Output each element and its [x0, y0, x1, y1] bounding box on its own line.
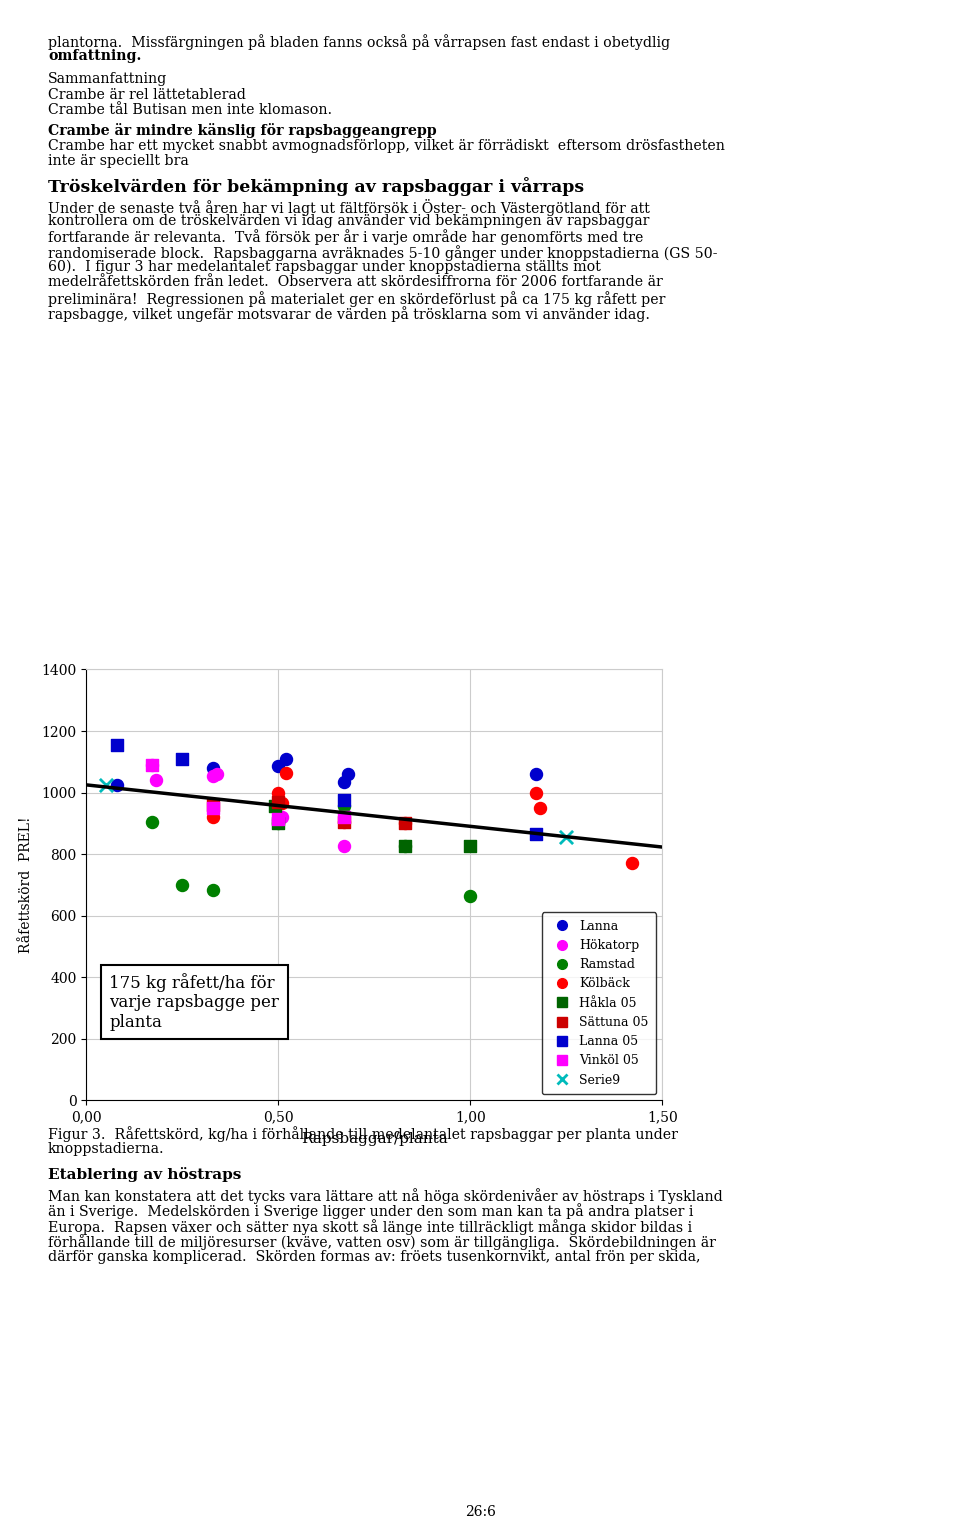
Point: [528, 822, 543, 846]
Point: [397, 811, 413, 836]
Text: Tröskelvärden för bekämpning av rapsbaggar i vårraps: Tröskelvärden för bekämpning av rapsbagg…: [48, 177, 584, 195]
Point: [559, 825, 574, 850]
Point: [271, 754, 286, 779]
Point: [278, 746, 294, 771]
Text: 26:6: 26:6: [465, 1505, 495, 1519]
Text: Under de senaste två åren har vi lagt ut fältförsök i Öster- och Västergötland f: Under de senaste två åren har vi lagt ut…: [48, 199, 650, 215]
Text: Etablering av höstraps: Etablering av höstraps: [48, 1167, 241, 1182]
Point: [340, 762, 355, 786]
Text: därför ganska komplicerad.  Skörden formas av: fröets tusenkornvikt, antal frön : därför ganska komplicerad. Skörden forma…: [48, 1250, 701, 1264]
Point: [624, 851, 639, 876]
Point: [175, 746, 190, 771]
Text: Man kan konstatera att det tycks vara lättare att nå höga skördenivåer av höstra: Man kan konstatera att det tycks vara lä…: [48, 1188, 723, 1203]
Point: [109, 733, 125, 757]
Point: [205, 763, 221, 788]
Point: [532, 796, 547, 820]
Text: medelråfettskörden från ledet.  Observera att skördesiffrorna för 2006 fortfaran: medelråfettskörden från ledet. Observera…: [48, 275, 662, 289]
Text: plantorna.  Missfärgningen på bladen fanns också på vårrapsen fast endast i obet: plantorna. Missfärgningen på bladen fann…: [48, 34, 670, 49]
Y-axis label: Råfettskörd  PREL!: Råfettskörd PREL!: [19, 817, 33, 953]
Point: [528, 780, 543, 805]
Text: Crambe har ett mycket snabbt avmognadsförlopp, vilket är förrädiskt  eftersom dr: Crambe har ett mycket snabbt avmognadsfö…: [48, 139, 725, 152]
Text: Crambe är mindre känslig för rapsbaggeangrepp: Crambe är mindre känslig för rapsbaggean…: [48, 123, 437, 139]
X-axis label: Rapsbaggar/planta: Rapsbaggar/planta: [301, 1133, 447, 1147]
Point: [275, 805, 290, 830]
Point: [144, 753, 159, 777]
Point: [271, 811, 286, 836]
Point: [271, 808, 286, 833]
Point: [205, 805, 221, 830]
Point: [109, 773, 125, 797]
Point: [205, 793, 221, 817]
Point: [144, 753, 159, 777]
Text: än i Sverige.  Medelskörden i Sverige ligger under den som man kan ta på andra p: än i Sverige. Medelskörden i Sverige lig…: [48, 1203, 693, 1219]
Text: randomiserade block.  Rapsbaggarna avräknades 5-10 gånger under knoppstadierna (: randomiserade block. Rapsbaggarna avräkn…: [48, 245, 717, 260]
Text: förhållande till de miljöresurser (kväve, vatten osv) som är tillgängliga.  Skör: förhållande till de miljöresurser (kväve…: [48, 1234, 716, 1250]
Point: [144, 810, 159, 834]
Point: [148, 768, 163, 793]
Point: [271, 790, 286, 814]
Text: fortfarande är relevanta.  Två försök per år i varje område har genomförts med t: fortfarande är relevanta. Två försök per…: [48, 229, 643, 245]
Text: Figur 3.  Råfettskörd, kg/ha i förhållande till medelantalet rapsbaggar per plan: Figur 3. Råfettskörd, kg/ha i förhålland…: [48, 1127, 678, 1142]
Point: [98, 773, 113, 797]
Point: [275, 791, 290, 816]
Text: rapsbagge, vilket ungefär motsvarar de värden på trösklarna som vi använder idag: rapsbagge, vilket ungefär motsvarar de v…: [48, 306, 650, 322]
Point: [463, 883, 478, 908]
Point: [336, 805, 351, 830]
Text: Sammanfattning: Sammanfattning: [48, 72, 167, 86]
Point: [336, 810, 351, 834]
Text: kontrollera om de tröskelvärden vi idag använder vid bekämpningen av rapsbaggar: kontrollera om de tröskelvärden vi idag …: [48, 214, 649, 228]
Point: [336, 788, 351, 813]
Point: [205, 756, 221, 780]
Text: Europa.  Rapsen växer och sätter nya skott så länge inte tillräckligt många skid: Europa. Rapsen växer och sätter nya skot…: [48, 1219, 692, 1234]
Text: 175 kg råfett/ha för
varje rapsbagge per
planta: 175 kg råfett/ha för varje rapsbagge per…: [109, 973, 279, 1031]
Text: omfattning.: omfattning.: [48, 49, 141, 63]
Text: Crambe tål Butisan men inte klomason.: Crambe tål Butisan men inte klomason.: [48, 103, 332, 117]
Point: [175, 873, 190, 897]
Point: [397, 811, 413, 836]
Point: [336, 770, 351, 794]
Point: [278, 760, 294, 785]
Point: [205, 877, 221, 902]
Point: [397, 834, 413, 859]
Point: [205, 796, 221, 820]
Text: knoppstadierna.: knoppstadierna.: [48, 1142, 164, 1156]
Point: [528, 762, 543, 786]
Point: [336, 794, 351, 819]
Point: [267, 794, 282, 819]
Point: [397, 834, 413, 859]
Legend: Lanna, Hökatorp, Ramstad, Kölbäck, Håkla 05, Sättuna 05, Lanna 05, Vinköl 05, Se: Lanna, Hökatorp, Ramstad, Kölbäck, Håkla…: [541, 913, 656, 1094]
Text: 60).  I figur 3 har medelantalet rapsbaggar under knoppstadierna ställts mot: 60). I figur 3 har medelantalet rapsbagg…: [48, 260, 601, 274]
Point: [463, 834, 478, 859]
Point: [336, 810, 351, 834]
Point: [336, 834, 351, 859]
Text: Crambe är rel lättetablerad: Crambe är rel lättetablerad: [48, 88, 246, 102]
Point: [271, 811, 286, 836]
Point: [271, 780, 286, 805]
Point: [209, 762, 225, 786]
Point: [271, 806, 286, 831]
Text: preliminära!  Regressionen på materialet ger en skördeförlust på ca 175 kg råfet: preliminära! Regressionen på materialet …: [48, 291, 665, 306]
Text: inte är speciellt bra: inte är speciellt bra: [48, 154, 189, 168]
